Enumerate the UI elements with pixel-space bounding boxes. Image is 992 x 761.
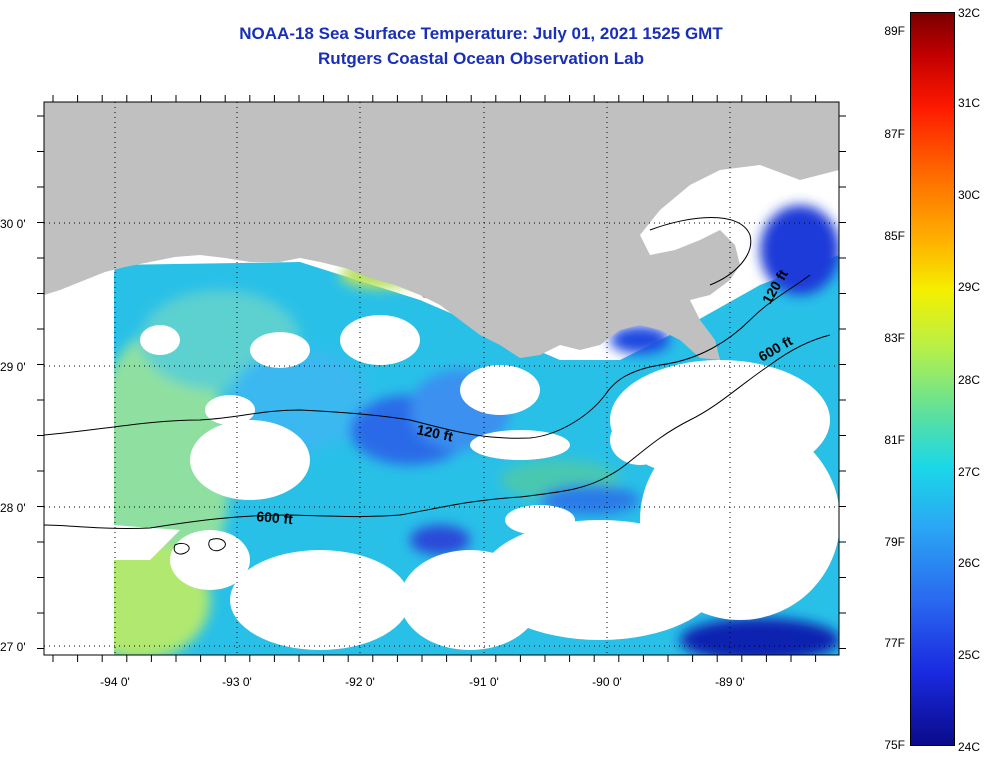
colorbar-f-label: 75F bbox=[884, 738, 905, 752]
lon-label: -90 0' bbox=[592, 675, 622, 689]
colorbar-c-label: 26C bbox=[958, 556, 981, 570]
lon-label: -92 0' bbox=[345, 675, 375, 689]
map-frame bbox=[43, 101, 840, 656]
land-mass bbox=[44, 102, 839, 360]
bathymetry-contours bbox=[44, 217, 831, 555]
colorbar-f-label: 85F bbox=[884, 229, 905, 243]
graticule bbox=[44, 102, 839, 655]
contour-label: 120 ft bbox=[415, 421, 454, 444]
colorbar-f-label: 87F bbox=[884, 127, 905, 141]
lat-label: 30 0' bbox=[0, 217, 26, 231]
contour-label: 600 ft bbox=[256, 508, 294, 527]
lat-label: 28 0' bbox=[0, 501, 26, 515]
contour-line-bay bbox=[649, 217, 752, 286]
contour-ring bbox=[208, 538, 226, 552]
chart-title: NOAA-18 Sea Surface Temperature: July 01… bbox=[239, 24, 723, 43]
contour-line-120ft bbox=[44, 274, 811, 439]
colorbar-f-label: 81F bbox=[884, 433, 905, 447]
colorbar-f-label: 79F bbox=[884, 535, 905, 549]
temperature-colorbar bbox=[910, 12, 955, 746]
colorbar-c-label: 30C bbox=[958, 188, 981, 202]
colorbar-c-label: 31C bbox=[958, 96, 981, 110]
lon-label: -91 0' bbox=[469, 675, 499, 689]
colorbar-c-label: 27C bbox=[958, 465, 981, 479]
contour-line-600ft bbox=[44, 334, 831, 529]
colorbar-f-label: 83F bbox=[884, 331, 905, 345]
contour-ring bbox=[173, 542, 190, 555]
colorbar-c-label: 29C bbox=[958, 280, 981, 294]
lon-label: -89 0' bbox=[715, 675, 745, 689]
lat-label: 27 0' bbox=[0, 640, 26, 654]
axis-ticks bbox=[37, 95, 846, 662]
chart-subtitle: Rutgers Coastal Ocean Observation Lab bbox=[318, 49, 644, 68]
colorbar-c-label: 28C bbox=[958, 373, 981, 387]
lat-label: 29 0' bbox=[0, 360, 26, 374]
colorbar-c-label: 24C bbox=[958, 740, 981, 754]
colorbar-f-label: 77F bbox=[884, 636, 905, 650]
colorbar-c-label: 32C bbox=[958, 6, 981, 20]
lon-label: -94 0' bbox=[100, 675, 130, 689]
lon-label: -93 0' bbox=[222, 675, 252, 689]
colorbar-c-label: 25C bbox=[958, 648, 981, 662]
cloud-patches bbox=[44, 102, 839, 655]
colorbar-f-label: 89F bbox=[884, 24, 905, 38]
